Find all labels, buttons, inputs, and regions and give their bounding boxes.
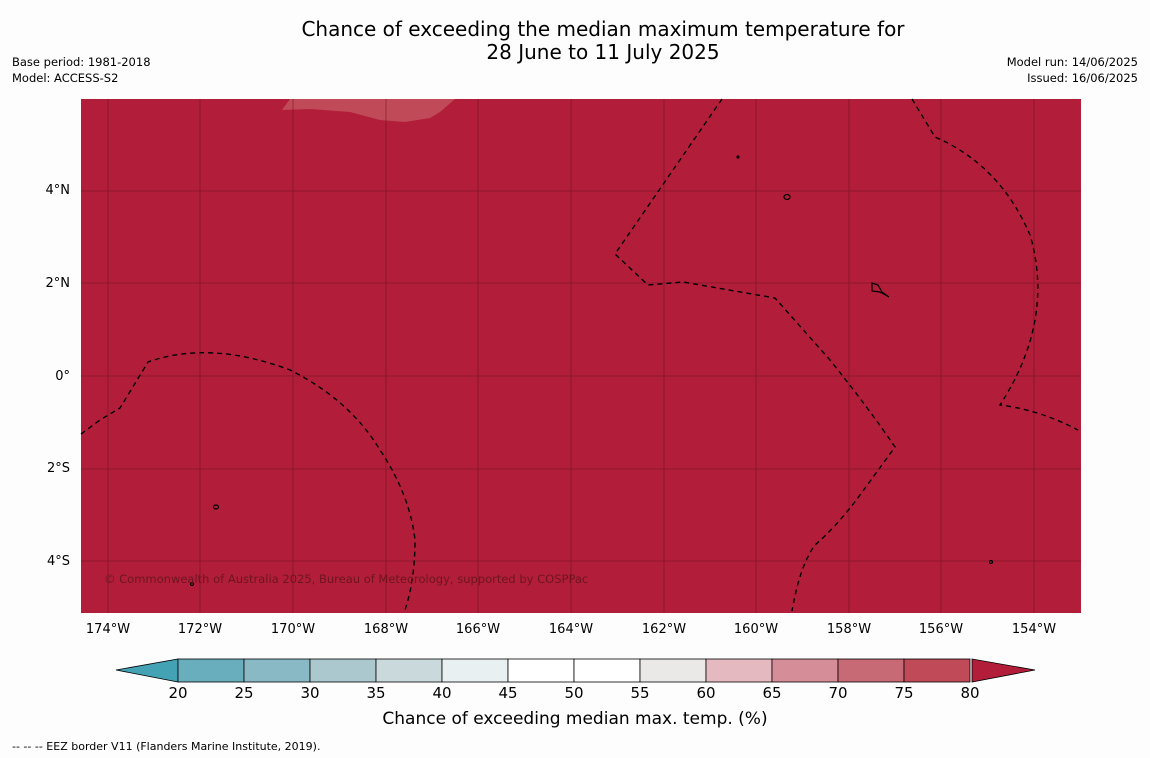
graticule (81, 99, 1081, 613)
base-period: Base period: 1981-2018 (12, 55, 151, 69)
colorbar-bin (837, 658, 905, 683)
eez-border-east (911, 98, 1079, 431)
island (871, 282, 890, 298)
eez-border-central (614, 98, 896, 612)
island (189, 581, 195, 587)
lat-label: 4°N (45, 183, 71, 198)
model-run: Model run: 14/06/2025 (1006, 55, 1138, 69)
colorbar-tick: 40 (432, 684, 452, 702)
colorbar-bin (639, 658, 707, 683)
title-line-2: 28 June to 11 July 2025 (486, 40, 720, 64)
colorbar-tick: 75 (894, 684, 914, 702)
colorbar-bin (507, 658, 575, 683)
colorbar-bin (573, 658, 641, 683)
copyright-credit: © Commonwealth of Australia 2025, Bureau… (104, 572, 589, 586)
colorbar-low-extend (115, 658, 179, 683)
colorbar-tick: 25 (234, 684, 254, 702)
eez-borders (80, 98, 1079, 612)
eez-border-west (80, 352, 416, 611)
island (212, 504, 220, 510)
colorbar-tick: 35 (366, 684, 386, 702)
colorbar-bin (177, 658, 245, 683)
colorbar-tick: 55 (630, 684, 650, 702)
colorbar-bin (243, 658, 311, 683)
lat-label: 0° (55, 369, 70, 384)
colorbar-tick: 70 (828, 684, 848, 702)
lat-label: 2°S (46, 461, 70, 476)
lon-label: 166°W (455, 622, 501, 637)
colorbar-bin (705, 658, 773, 683)
lat-label: 4°S (46, 554, 70, 569)
meta-left: Base period: 1981-2018 Model: ACCESS-S2 (12, 55, 151, 86)
lon-label: 158°W (826, 622, 872, 637)
colorbar-tick: 80 (960, 684, 980, 702)
title-line-1: Chance of exceeding the median maximum t… (301, 17, 905, 41)
map-background (81, 99, 1081, 613)
colorbar-tick: 45 (498, 684, 518, 702)
colorbar-tick: 50 (564, 684, 584, 702)
eez-legend-footnote: -- -- -- EEZ border V11 (Flanders Marine… (12, 740, 321, 753)
colorbar-tick: 65 (762, 684, 782, 702)
lon-label: 154°W (1011, 622, 1057, 637)
islands (189, 155, 994, 587)
colorbar-label: Chance of exceeding median max. temp. (%… (382, 709, 768, 729)
lon-label: 164°W (548, 622, 594, 637)
colorbar-bin (375, 658, 443, 683)
lon-label: 168°W (363, 622, 409, 637)
lon-label: 162°W (641, 622, 687, 637)
colorbar-bin (771, 658, 839, 683)
colorbar-tick: 30 (300, 684, 320, 702)
colorbar-tick: 20 (168, 684, 188, 702)
colorbar-high-extend (971, 658, 1036, 683)
map-title: Chance of exceeding the median maximum t… (0, 18, 1150, 64)
colorbar-tick: 60 (696, 684, 716, 702)
model-name: Model: ACCESS-S2 (12, 70, 119, 85)
lat-label: 2°N (45, 276, 71, 291)
lighter-probability-patch (282, 99, 455, 122)
colorbar-bin (441, 658, 509, 683)
lon-label: 174°W (85, 622, 131, 637)
issued-date: Issued: 16/06/2025 (1027, 70, 1138, 85)
island (736, 155, 740, 159)
meta-right: Model run: 14/06/2025 Issued: 16/06/2025 (1007, 55, 1138, 86)
lon-label: 156°W (918, 622, 964, 637)
colorbar-bin (309, 658, 377, 683)
lon-label: 160°W (733, 622, 779, 637)
island (783, 193, 791, 201)
colorbar-bin (903, 658, 971, 683)
lon-label: 172°W (177, 622, 223, 637)
lon-label: 170°W (270, 622, 316, 637)
island (988, 559, 994, 565)
